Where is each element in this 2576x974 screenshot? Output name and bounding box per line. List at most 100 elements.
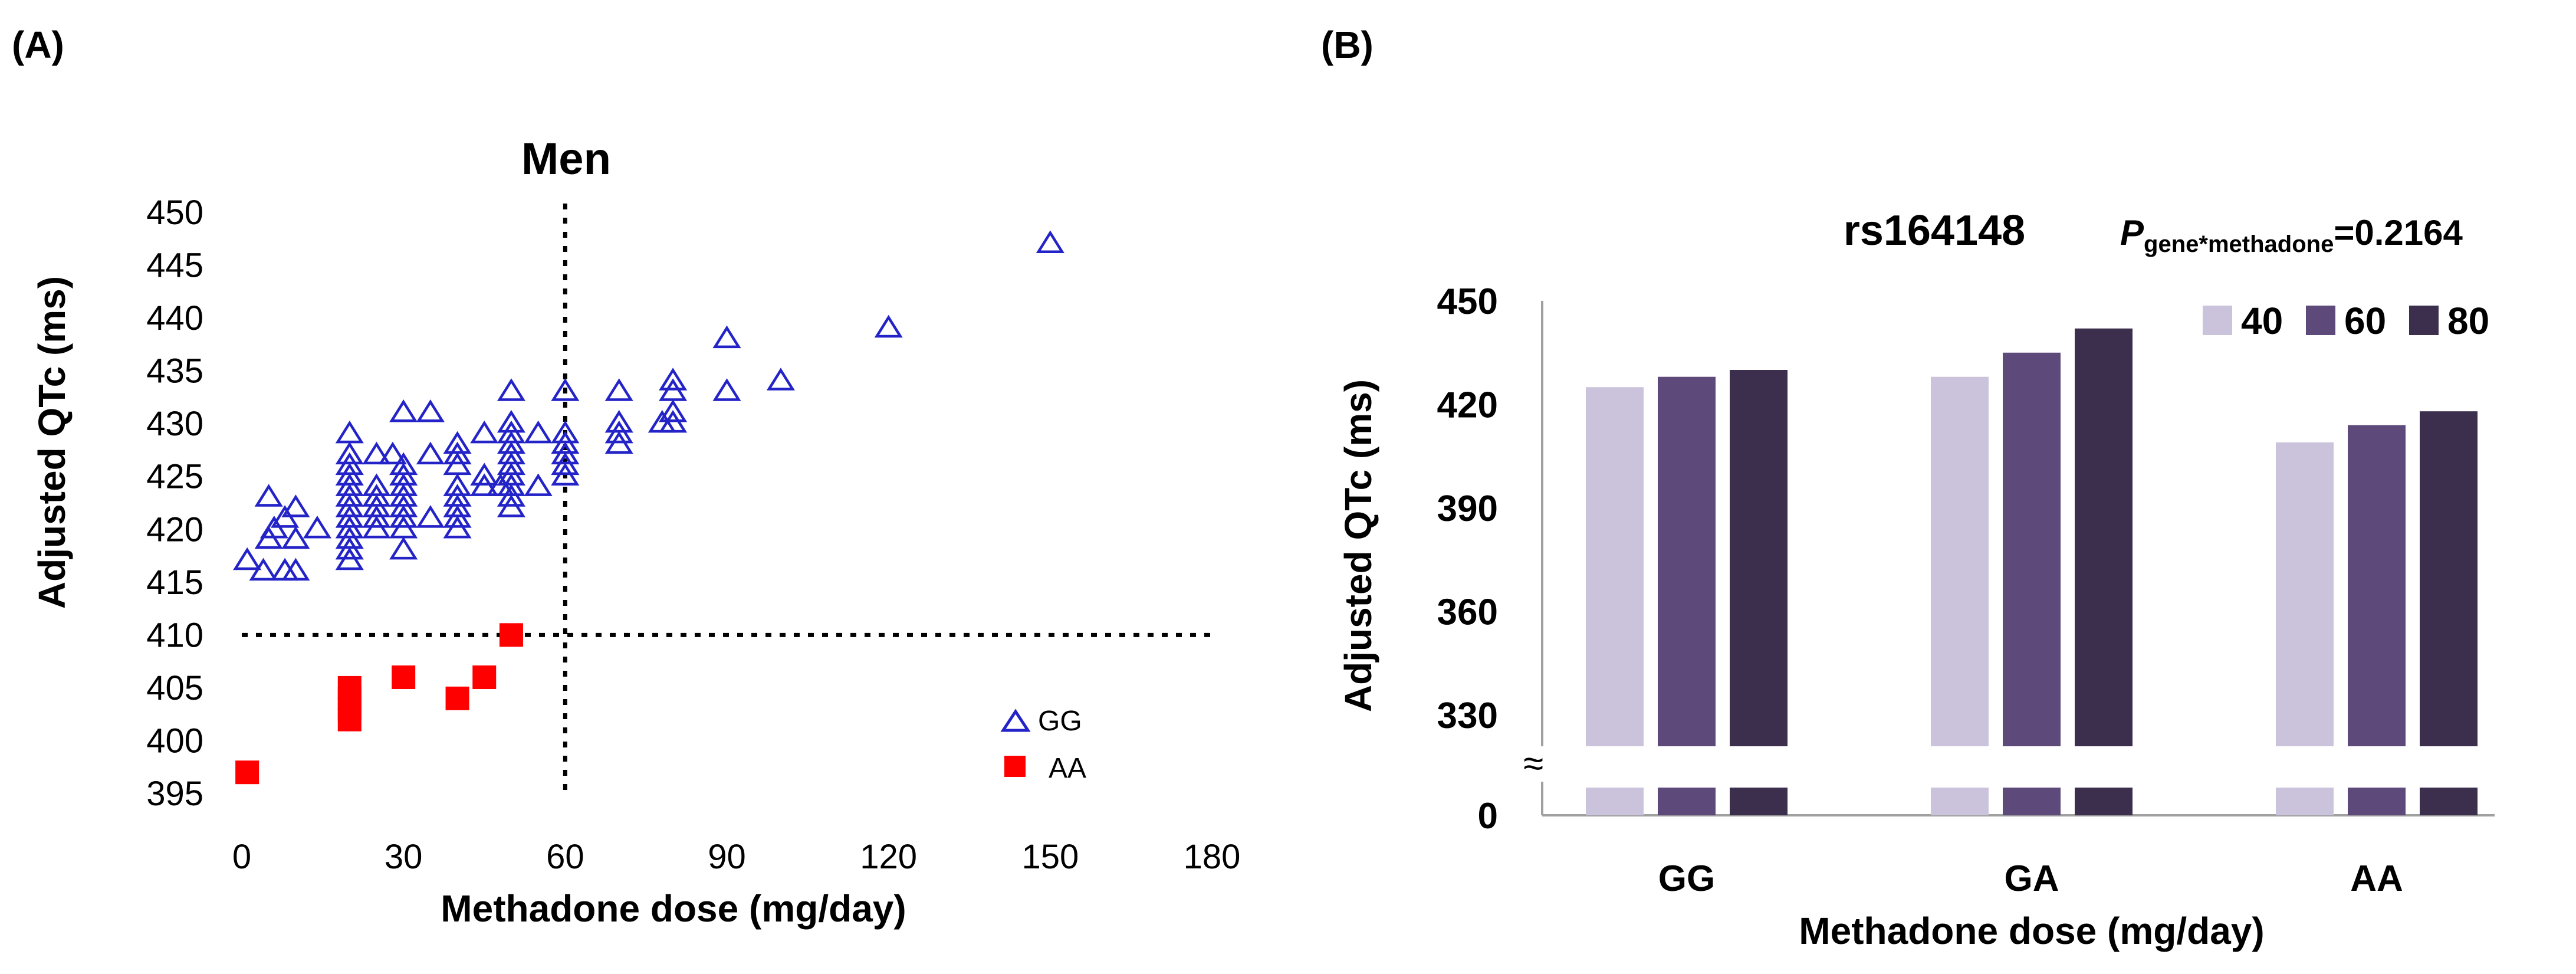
panel-a-y-tick-labels: 395 400 405 410 415 420 425 430 435 440 445 450 [146,194,203,813]
gg-data-point [712,325,741,349]
panel-a-series-gg [233,230,1064,581]
legend-60-swatch [2306,306,2335,335]
category-label: GA [2005,858,2059,899]
legend-40-label: 40 [2241,300,2283,342]
panel-a-y-tick-label: 430 [146,405,203,443]
gg-data-point [416,399,445,422]
gg-data-point [524,420,553,444]
panel-a-y-tick-label: 440 [146,299,203,337]
panel-a-series-aa [235,623,523,785]
panel-a-x-axis-label: Methadone dose (mg/day) [441,887,906,930]
panel-b-y-tick-label: 0 [1478,796,1498,837]
panel-a-y-tick-label: 425 [146,458,203,496]
gg-data-point [1036,230,1064,253]
aa-data-point [235,760,259,785]
bar-ga-80 [2075,328,2133,746]
svg-text:Pgene*methadone=0.2164: Pgene*methadone=0.2164 [2120,213,2463,257]
gg-data-point [389,399,418,422]
legend-aa-square-icon [1004,756,1026,777]
gg-data-point [443,431,472,454]
bar-base-ga-80 [2075,788,2133,815]
panel-b-y-tick-label: 420 [1437,385,1498,426]
gg-data-point [233,547,262,570]
panel-b-label: (B) [1321,24,1374,66]
bar-gg-40 [1586,387,1644,746]
p-value-number: =0.2164 [2334,213,2463,252]
gg-data-point [416,441,445,465]
bar-base-aa-80 [2420,788,2478,815]
legend-80-swatch [2409,306,2439,335]
panel-b-title: rs164148 [1844,207,2025,254]
legend-60-label: 60 [2344,300,2386,342]
panel-b-bar-chart: (B) rs164148 Pgene*methadone=0.2164 40 6… [1321,24,2495,952]
panel-b-legend: 40 60 80 [2203,300,2489,342]
gg-data-point [551,378,580,401]
panel-a-y-tick-label: 435 [146,352,203,391]
panel-a-x-tick-label: 150 [1021,838,1079,876]
aa-data-point [445,686,469,710]
panel-a-title: Men [521,134,611,184]
bar-gg-60 [1658,376,1716,746]
gg-data-point [249,557,278,581]
category-label: GG [1658,858,1715,899]
gg-data-point [874,314,903,338]
panel-b-y-tick-label: 330 [1437,696,1498,736]
bar-base-gg-40 [1586,788,1644,815]
panel-a-label: (A) [12,24,64,66]
gg-data-point [659,399,688,422]
p-value-subscript: gene*methadone [2144,231,2334,257]
panel-b-p-value-annotation: Pgene*methadone=0.2164 [2120,213,2463,257]
gg-data-point [281,494,310,517]
bar-aa-60 [2348,425,2406,746]
legend-gg-triangle-icon [1000,709,1031,732]
gg-data-point [497,378,526,401]
bar-base-ga-40 [1931,788,1989,815]
gg-data-point [766,368,795,391]
panel-a-y-tick-label: 420 [146,510,203,549]
gg-data-point [389,452,418,475]
bar-ga-40 [1931,376,1989,746]
gg-data-point [378,441,407,465]
panel-a-x-tick-label: 120 [860,838,917,876]
gg-data-point [335,441,364,465]
panel-a-y-tick-label: 445 [146,247,203,285]
gg-data-point [254,484,283,507]
gg-data-point [524,473,553,496]
panel-a-x-tick-label: 180 [1184,838,1241,876]
panel-a-x-tick-label: 30 [385,838,423,876]
gg-data-point [604,378,633,401]
gg-data-point [281,526,310,549]
panel-a-legend: GG AA [1000,706,1086,784]
bar-base-gg-60 [1658,788,1716,815]
panel-a-y-tick-label: 405 [146,669,203,707]
panel-b-y-tick-labels: 0 330 360 390 420 450 [1437,281,1498,837]
gg-data-point [443,473,472,496]
gg-data-point [470,463,499,486]
gg-data-point [416,505,445,528]
p-value-symbol: P [2120,213,2144,252]
panel-a-y-tick-label: 415 [146,563,203,602]
bar-base-ga-60 [2003,788,2061,815]
category-label: AA [2350,858,2403,899]
panel-a-x-tick-labels: 0 30 60 90 120 150 180 [232,838,1241,876]
panel-b-y-tick-label: 450 [1437,281,1498,322]
aa-data-point [472,665,497,689]
bar-base-gg-80 [1730,788,1788,815]
gg-data-point [362,441,391,465]
panel-a-y-tick-label: 400 [146,722,203,760]
axis-break-icon: ≈ [1523,743,1543,784]
legend-aa-label: AA [1049,753,1086,784]
gg-data-point [497,409,526,433]
gg-data-point [362,473,391,496]
bar-ga-60 [2003,352,2061,746]
legend-gg-label: GG [1038,706,1082,737]
panel-a-y-tick-label: 395 [146,775,203,813]
bar-base-aa-40 [2276,788,2334,815]
aa-data-point [392,665,416,689]
panel-a-scatter: (A) Men 395 400 405 410 415 420 425 430 435 440 44… [12,24,1240,930]
panel-b-bars [1586,328,2478,815]
aa-data-point [499,623,523,647]
panel-a-y-tick-label: 410 [146,616,203,654]
panel-b-y-axis-label: Adjusted QTc (ms) [1337,379,1379,712]
